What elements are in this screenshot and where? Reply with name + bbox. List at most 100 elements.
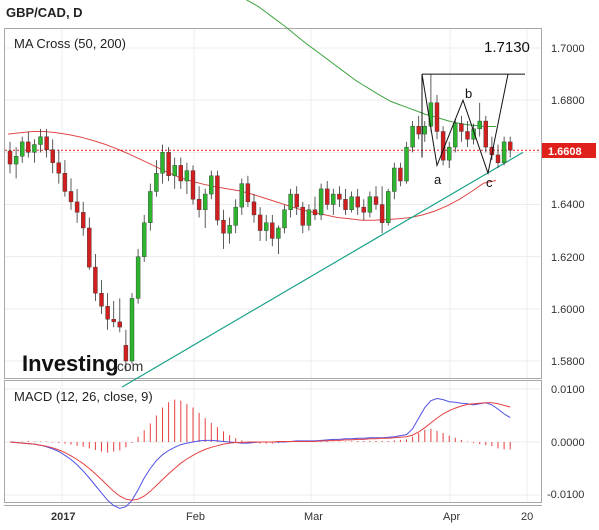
- macd-series: [9, 397, 511, 509]
- candle-body: [233, 206, 238, 226]
- candle-body: [111, 319, 116, 323]
- candle-body: [343, 199, 348, 210]
- candle-body: [300, 206, 305, 226]
- candlesticks: [7, 74, 513, 372]
- candle-body: [239, 183, 245, 208]
- candle-body: [117, 321, 123, 328]
- candle-body: [62, 172, 68, 192]
- candle-body: [251, 201, 257, 216]
- wave-c-label: c: [486, 175, 493, 190]
- price-indicator-label: MA Cross (50, 200): [14, 36, 126, 51]
- candle-body: [166, 152, 171, 177]
- candle-body: [123, 345, 129, 362]
- x-tick: 20: [521, 511, 533, 523]
- candle-body: [404, 146, 409, 182]
- moving-averages: [7, 0, 497, 221]
- candle-body: [221, 219, 226, 234]
- candle-body: [453, 123, 458, 148]
- candle-body: [80, 212, 86, 229]
- brand-suffix: .com: [113, 358, 143, 374]
- macd-y-tick: 0.0100: [551, 384, 585, 396]
- x-tick: Feb: [186, 511, 205, 523]
- candle-body: [422, 126, 427, 135]
- candle-body: [349, 196, 354, 210]
- wave-a-label: a: [434, 172, 442, 187]
- candle-body: [379, 204, 385, 223]
- wave-b-label: b: [465, 86, 472, 101]
- candle-body: [148, 191, 153, 223]
- candle-body: [20, 141, 25, 157]
- candle-body: [38, 136, 43, 145]
- candle-body: [508, 141, 513, 151]
- candle-body: [416, 126, 421, 135]
- candle-body: [196, 199, 202, 210]
- support-trendline: [121, 151, 524, 388]
- candle-body: [178, 165, 184, 182]
- candle-body: [325, 188, 330, 205]
- candle-body: [56, 162, 61, 174]
- candle-body: [172, 165, 177, 177]
- candle-body: [367, 196, 373, 213]
- candle-body: [465, 131, 470, 140]
- ma-50-line: [7, 131, 497, 221]
- candle-body: [361, 206, 366, 213]
- candle-body: [477, 120, 482, 130]
- x-tick: Mar: [304, 511, 323, 523]
- candle-body: [13, 156, 19, 165]
- candle-body: [276, 227, 281, 239]
- candle-body: [154, 172, 159, 192]
- candle-body: [471, 128, 476, 140]
- candle-body: [87, 227, 92, 268]
- candle-body: [93, 266, 98, 294]
- candle-body: [306, 209, 312, 226]
- candle-body: [68, 191, 74, 203]
- candle-body: [7, 150, 13, 165]
- price-y-tick: 1.5800: [551, 356, 585, 368]
- candle-body: [459, 123, 464, 132]
- candle-body: [264, 222, 269, 231]
- candle-body: [26, 141, 31, 153]
- macd-indicator-label: MACD (12, 26, close, 9): [14, 389, 153, 404]
- candle-body: [202, 193, 208, 210]
- candle-body: [74, 201, 80, 213]
- price-y-tick: 1.6000: [551, 304, 585, 316]
- x-tick: Apr: [443, 511, 460, 523]
- last-price-tag-bg: [542, 143, 596, 158]
- candle-body: [99, 292, 104, 307]
- price-y-axis: 1.7000 1.6800 1.6400 1.6200 1.6000 1.580…: [551, 43, 585, 368]
- candle-body: [288, 193, 293, 210]
- candle-body: [495, 154, 501, 163]
- price-y-tick: 1.6200: [551, 252, 585, 264]
- ma-200-line: [245, 0, 496, 127]
- candle-body: [141, 222, 147, 257]
- candle-body: [331, 193, 336, 205]
- candle-body: [135, 256, 141, 299]
- price-y-tick: 1.7000: [551, 43, 585, 55]
- candle-body: [160, 152, 165, 174]
- price-y-tick: 1.6400: [551, 199, 585, 211]
- target-price-label: 1.7130: [484, 39, 530, 56]
- candle-body: [337, 193, 342, 200]
- chart-title: GBP/CAD, D: [6, 5, 83, 20]
- x-tick-year: 2017: [51, 511, 75, 523]
- macd-y-tick: -0.0100: [547, 489, 584, 501]
- candle-body: [32, 144, 37, 153]
- candle-body: [355, 196, 360, 208]
- candle-body: [184, 170, 190, 182]
- last-price-tag: 1.6608: [542, 143, 596, 158]
- last-price-value: 1.6608: [548, 146, 582, 158]
- candle-body: [257, 214, 263, 231]
- candle-body: [227, 225, 232, 234]
- price-panel-frame: [4, 28, 542, 379]
- candle-body: [373, 196, 379, 205]
- candle-body: [270, 222, 275, 239]
- candle-body: [190, 170, 196, 200]
- candle-body: [501, 141, 507, 163]
- candle-body: [44, 136, 49, 150]
- signal-line: [9, 402, 511, 501]
- candle-body: [50, 149, 55, 163]
- brand-name: Investing: [22, 351, 119, 376]
- wave-path: [421, 74, 509, 176]
- macd-y-tick: 0.0000: [551, 437, 585, 449]
